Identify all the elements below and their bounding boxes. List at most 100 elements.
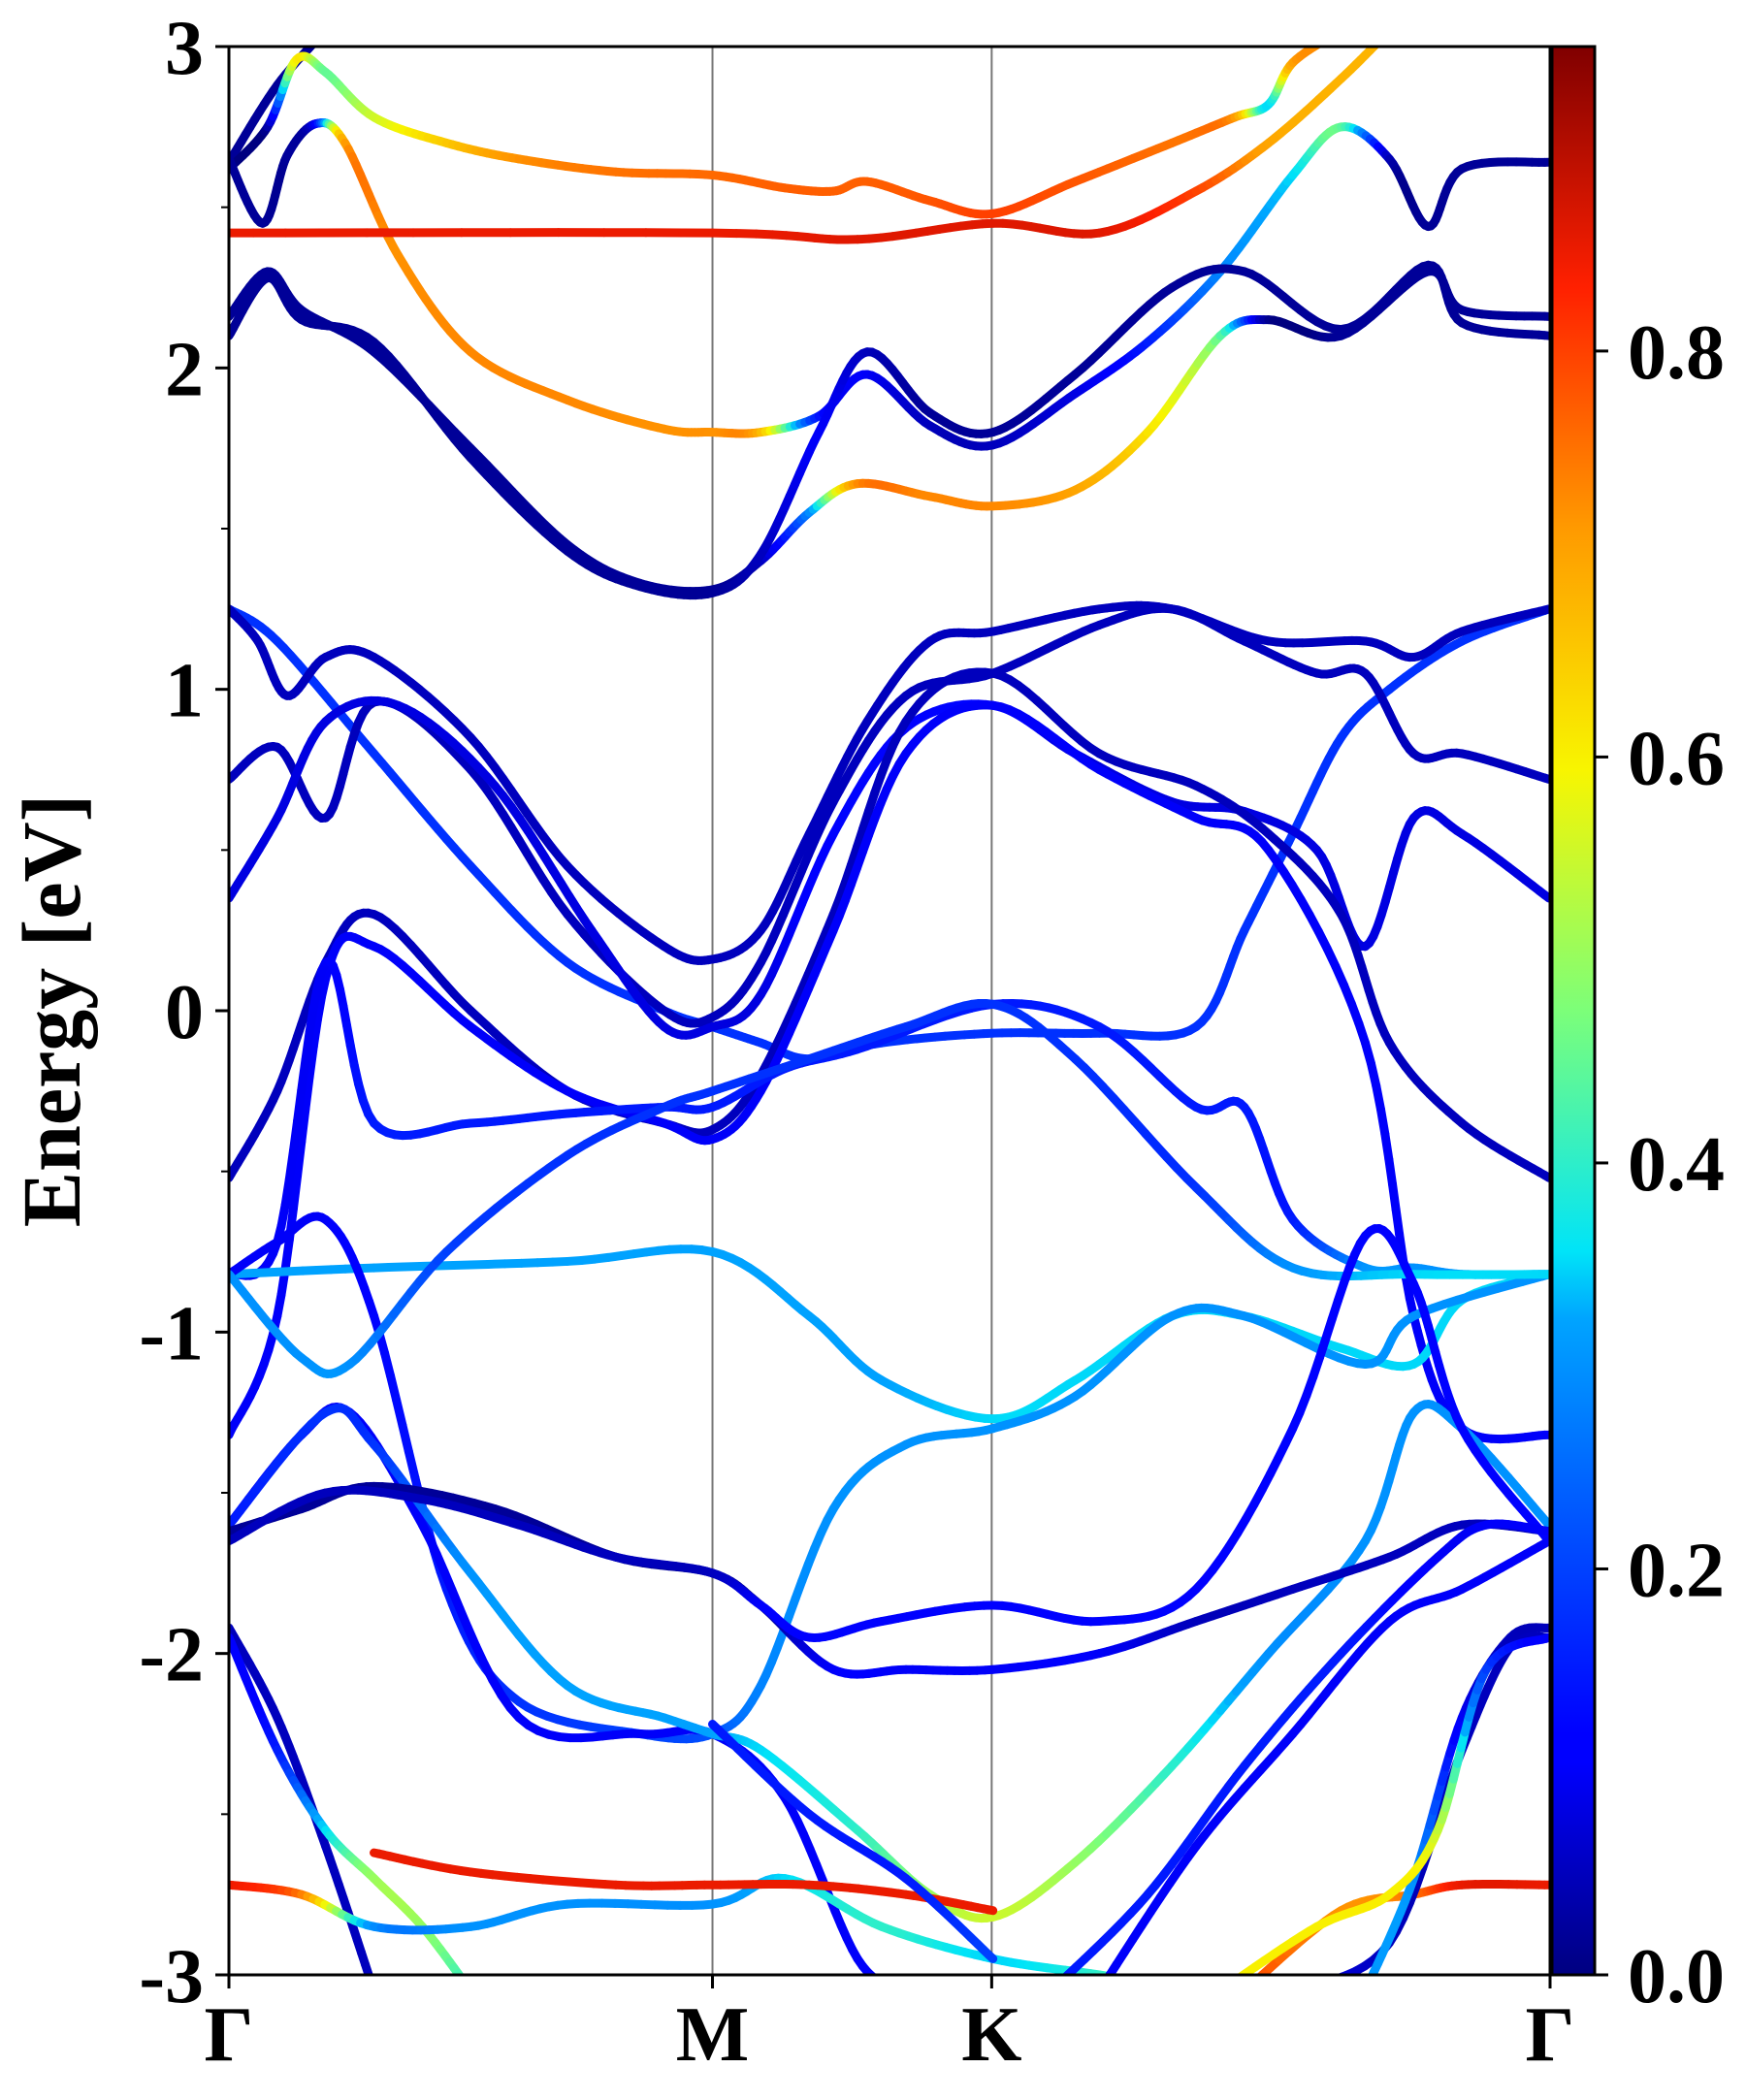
y-tick-label-2: -1 <box>139 1291 204 1376</box>
band-30-segment <box>1220 1987 1225 1990</box>
y-tick-label-6: 3 <box>165 6 204 91</box>
band-22-segment <box>1146 1983 1154 1985</box>
y-tick-label-1: -2 <box>139 1613 204 1698</box>
band-16-segment <box>887 1985 890 1986</box>
band-1-segment <box>1323 39 1328 42</box>
colorbar: 0.0 0.2 0.4 0.6 0.8 <box>1552 47 1725 2019</box>
x-tick-label-Γ: Γ <box>1526 1992 1575 2078</box>
band-29-segment <box>1366 1986 1368 1990</box>
band-16-segment <box>877 1981 882 1984</box>
band-5 <box>229 30 1389 240</box>
band-16-segment <box>882 1983 887 1985</box>
band-21-segment <box>466 1984 469 1987</box>
y-axis-title: Energy [eV] <box>5 794 98 1228</box>
colorbar-tick-label-2: 0.4 <box>1628 1122 1725 1208</box>
band-25-segment <box>1055 1981 1061 1987</box>
band-28-segment <box>1298 1987 1304 1989</box>
band-16-segment <box>904 1989 906 1990</box>
band-22-segment <box>1126 1980 1136 1982</box>
band-5-segment <box>1384 33 1387 36</box>
band-9-segment <box>1544 895 1548 898</box>
colorbar-gradient <box>1552 47 1595 1975</box>
band-1-segment <box>1339 30 1341 32</box>
x-tick-label-K: K <box>961 1992 1021 2078</box>
colorbar-tick-label-1: 0.2 <box>1628 1528 1725 1613</box>
band-0-segment <box>323 30 325 33</box>
colorbar-tick-label-3: 0.6 <box>1628 716 1725 801</box>
band-19 <box>229 1229 1549 1638</box>
band-30-segment <box>1546 1637 1549 1638</box>
y-tick-label-3: 0 <box>165 970 204 1055</box>
band-22-segment <box>1163 1986 1171 1987</box>
band-25 <box>1051 1524 1548 1991</box>
band-22-segment <box>1154 1984 1163 1986</box>
band-8-segment <box>1544 778 1548 779</box>
band-11-segment <box>293 1176 297 1209</box>
band-30-segment <box>1231 1979 1238 1984</box>
band-10-segment <box>1545 1176 1549 1179</box>
band-lines <box>229 30 1549 1990</box>
band-12-segment <box>302 1060 306 1090</box>
band-1-segment <box>1328 36 1332 39</box>
y-tick-label-5: 2 <box>165 327 204 412</box>
band-21-segment <box>469 1987 470 1990</box>
band-20-segment <box>369 1975 372 1984</box>
band-22-segment <box>1136 1981 1146 1983</box>
band-27-segment <box>1249 1982 1255 1987</box>
band-25-segment <box>1051 1987 1055 1991</box>
band-21-segment <box>462 1979 466 1984</box>
band-17-segment <box>1544 1520 1548 1525</box>
band-11-segment <box>285 1240 289 1269</box>
band-16-segment <box>901 1989 904 1990</box>
band-1-segment <box>1318 41 1323 44</box>
band-29-segment <box>1368 1980 1371 1987</box>
band-5-segment <box>1387 30 1389 32</box>
band-0-segment <box>317 36 321 40</box>
band-16-segment <box>872 1977 877 1981</box>
colorbar-tick-label-4: 0.8 <box>1628 310 1725 396</box>
band-12-segment <box>293 1121 297 1151</box>
colorbar-ticks: 0.0 0.2 0.4 0.6 0.8 <box>1595 310 1725 2019</box>
x-tick-label-M: M <box>676 1992 750 2078</box>
band-5-segment <box>1381 36 1384 39</box>
band-26-segment <box>1099 1984 1104 1990</box>
band-16-segment <box>894 1987 898 1988</box>
band-28-segment <box>1310 1984 1318 1986</box>
band-7-segment <box>1544 609 1548 610</box>
band-5-segment <box>1377 39 1381 43</box>
band-30-segment <box>1225 1984 1231 1987</box>
band-1-segment <box>1336 32 1339 34</box>
band-24 <box>713 1725 993 1959</box>
band-15 <box>229 1003 1549 1373</box>
band-16-segment <box>898 1988 901 1989</box>
band-30 <box>1220 1637 1549 1990</box>
band-28-segment <box>1319 1982 1328 1984</box>
band-22-segment <box>1185 1989 1191 1990</box>
y-tick-label-4: 1 <box>165 649 204 734</box>
band-22-segment <box>1191 1990 1196 1991</box>
band-29 <box>1366 1628 1549 1991</box>
colorbar-tick-label-0: 0.0 <box>1628 1934 1725 2019</box>
band-27-segment <box>1245 1987 1249 1990</box>
band-12-segment <box>298 1090 302 1121</box>
band-20-segment <box>372 1984 373 1990</box>
y-axis-ticks: -3 -2 -1 0 1 2 3 <box>139 6 229 2019</box>
band-28-segment <box>1304 1986 1310 1987</box>
band-28-segment <box>1293 1989 1298 1991</box>
band-24-segment <box>988 1955 992 1958</box>
band-4 <box>229 265 1549 595</box>
band-1 <box>229 30 1342 213</box>
band-0-segment <box>320 33 323 36</box>
band-22-segment <box>1117 1978 1127 1980</box>
y-tick-label-0: -3 <box>139 1934 204 2019</box>
band-10 <box>229 672 1549 1178</box>
band-22-segment <box>1108 1976 1116 1978</box>
band-3 <box>229 272 1549 592</box>
band-22-segment <box>1179 1988 1185 1989</box>
x-tick-label-Γ: Γ <box>205 1992 254 2078</box>
band-1-segment <box>1332 34 1336 36</box>
band-0-segment <box>313 40 317 44</box>
